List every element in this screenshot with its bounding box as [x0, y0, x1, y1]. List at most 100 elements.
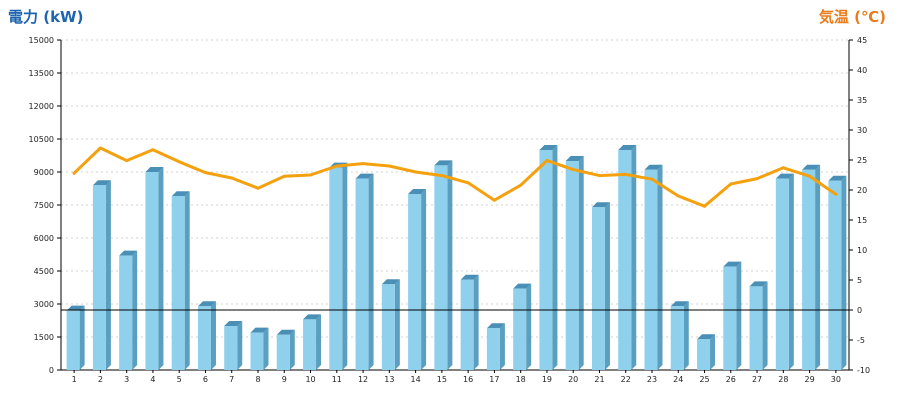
left-tick-label: 9000	[34, 168, 54, 177]
bar-front	[224, 326, 238, 370]
power-bar	[303, 314, 322, 370]
bar-top	[670, 301, 689, 307]
temperature-line	[72, 146, 838, 208]
right-tick-label: 25	[857, 156, 867, 165]
bar-top	[303, 314, 322, 320]
bar-top	[460, 274, 479, 280]
bar-top	[276, 329, 295, 335]
power-bar	[171, 191, 190, 370]
bar-front	[197, 306, 211, 370]
bar-front	[618, 150, 632, 370]
temperature-point	[808, 174, 812, 178]
temperature-point	[125, 159, 129, 163]
bar-front	[591, 207, 605, 370]
left-tick-label: 10500	[29, 135, 54, 144]
bar-front	[775, 178, 789, 370]
power-bar	[250, 327, 269, 370]
power-bars	[66, 145, 847, 370]
bar-top	[802, 164, 821, 170]
temperature-point	[98, 146, 102, 150]
x-tick-label: 1	[72, 375, 77, 384]
bar-side	[657, 164, 663, 370]
bar-side	[604, 202, 610, 370]
bar-side	[316, 314, 322, 370]
x-tick-label: 11	[332, 375, 342, 384]
temperature-point	[729, 182, 733, 186]
bar-front	[171, 196, 185, 370]
temperature-point	[755, 177, 759, 181]
tick-labels: 0 1500 3000 4500 6000 7500 9000 10500 12000 13500…	[29, 36, 871, 384]
bar-side	[762, 281, 768, 370]
power-bar	[145, 167, 164, 370]
bar-front	[697, 339, 711, 370]
bar-top	[591, 202, 610, 208]
power-bar	[749, 281, 768, 370]
bar-top	[92, 180, 111, 186]
bar-side	[79, 305, 85, 370]
bar-top	[250, 327, 269, 333]
bar-top	[565, 156, 584, 161]
x-tick-label: 18	[516, 375, 526, 384]
bar-side	[736, 261, 742, 370]
temperature-point	[203, 171, 207, 175]
temperature-point	[545, 159, 549, 163]
right-tick-label: 35	[857, 96, 867, 105]
right-tick-label: 45	[857, 36, 867, 45]
temperature-point	[151, 148, 155, 152]
temperature-point	[309, 173, 313, 177]
temperature-point	[650, 177, 654, 181]
x-tick-label: 16	[463, 375, 473, 384]
power-bar	[408, 189, 427, 370]
temperature-point	[282, 174, 286, 178]
power-bar	[197, 301, 216, 370]
bar-top	[723, 261, 742, 267]
power-bar	[697, 334, 716, 370]
x-tick-label: 29	[805, 375, 815, 384]
x-tick-label: 9	[282, 375, 287, 384]
bar-side	[815, 164, 821, 370]
bar-side	[578, 156, 584, 370]
power-bar	[276, 329, 295, 370]
bar-top	[66, 305, 85, 311]
power-bar	[434, 160, 453, 370]
right-tick-label: -10	[857, 366, 870, 375]
temperature-point	[519, 183, 523, 187]
x-tick-label: 7	[229, 375, 234, 384]
x-tick-label: 3	[124, 375, 129, 384]
bar-front	[565, 161, 579, 370]
bar-top	[381, 279, 400, 285]
temperature-point	[387, 164, 391, 168]
left-tick-label: 13500	[29, 69, 54, 78]
bar-side	[526, 283, 532, 370]
temperature-point	[466, 181, 470, 185]
x-tick-label: 5	[177, 375, 182, 384]
left-tick-label: 6000	[34, 234, 54, 243]
power-bar	[460, 274, 479, 370]
power-bar	[381, 279, 400, 370]
x-tick-label: 27	[752, 375, 762, 384]
bar-side	[788, 173, 794, 370]
temperature-point	[256, 186, 260, 190]
power-bar	[539, 145, 558, 370]
bar-side	[683, 301, 689, 370]
x-tick-label: 24	[673, 375, 683, 384]
power-bar	[329, 162, 348, 370]
bar-top	[828, 175, 847, 181]
bar-top	[749, 281, 768, 287]
power-bar	[565, 156, 584, 370]
x-tick-label: 25	[699, 375, 709, 384]
bar-front	[381, 284, 395, 370]
bar-front	[303, 319, 317, 370]
bar-side	[421, 189, 427, 370]
bar-top	[775, 173, 794, 179]
x-tick-label: 4	[150, 375, 155, 384]
bar-side	[631, 145, 637, 370]
bar-top	[697, 334, 716, 340]
power-bar	[355, 173, 374, 370]
temperature-point	[676, 194, 680, 198]
bar-top	[355, 173, 374, 179]
bar-side	[368, 173, 374, 370]
bar-top	[644, 164, 663, 170]
right-tick-label: 30	[857, 126, 867, 135]
power-bar	[802, 164, 821, 370]
